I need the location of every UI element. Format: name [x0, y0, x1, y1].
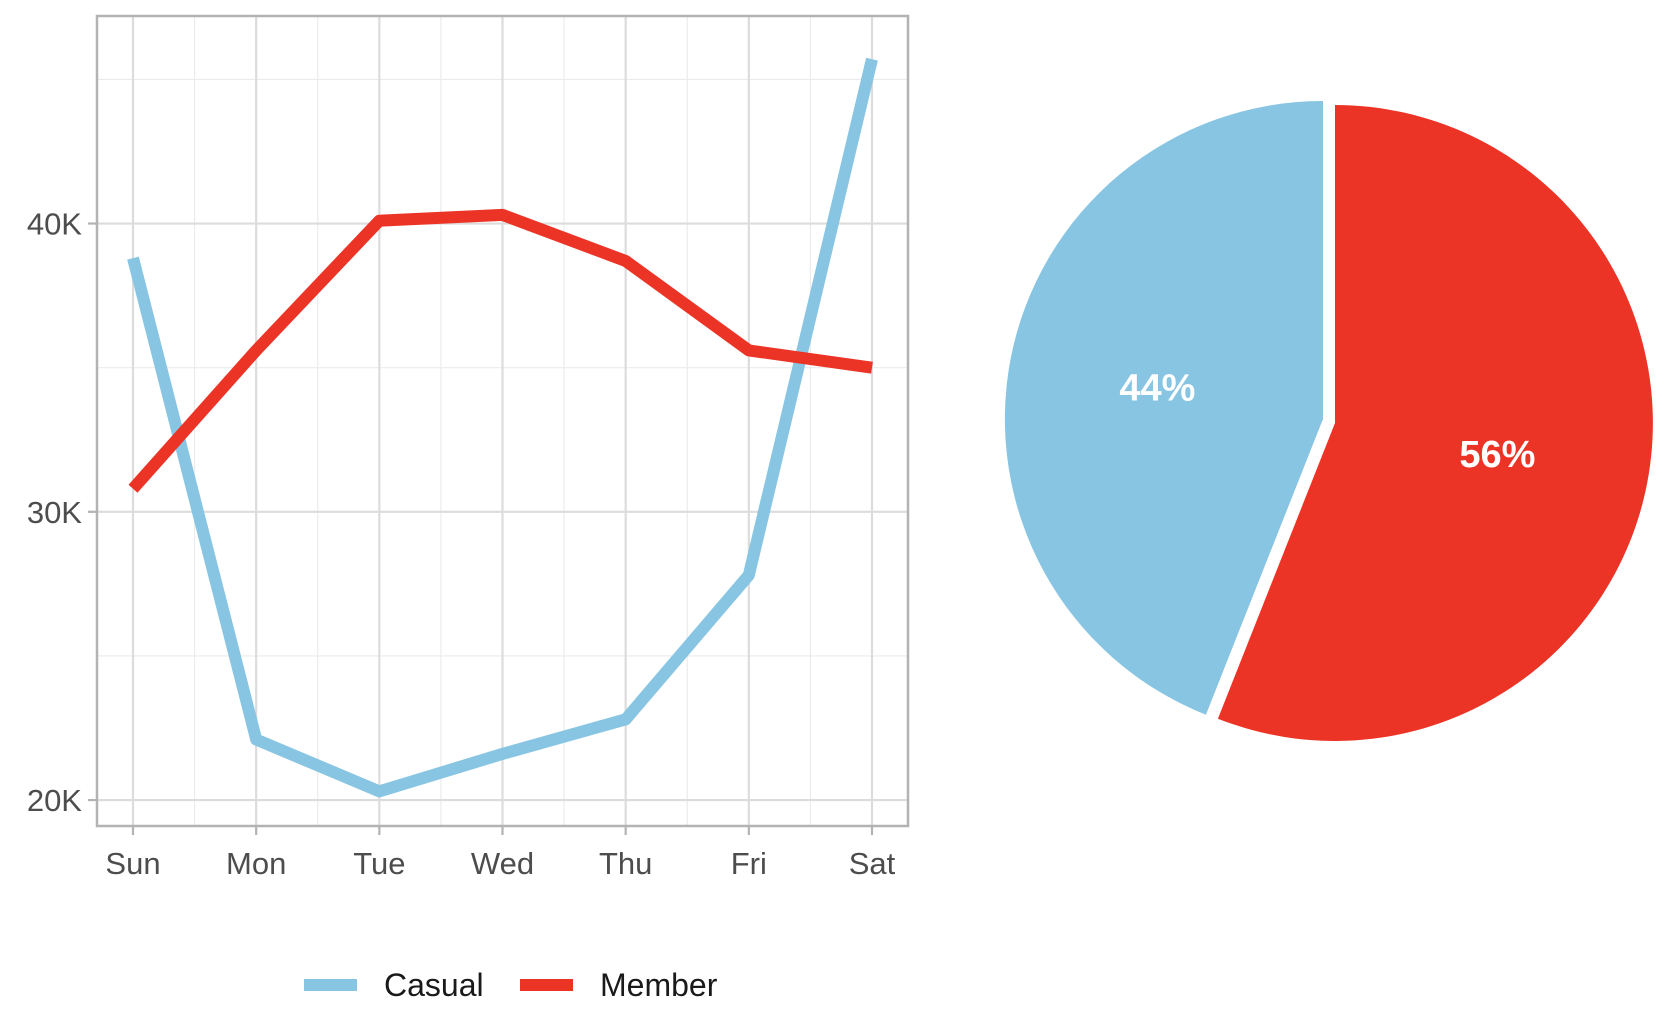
- x-tick-label-tue: Tue: [353, 846, 405, 881]
- pie-slice-member: [1217, 105, 1653, 742]
- x-tick-label-wed: Wed: [471, 846, 534, 881]
- pie-label-casual: 44%: [1119, 367, 1195, 409]
- y-tick-label: 20K: [27, 783, 82, 818]
- x-tick-label-mon: Mon: [226, 846, 286, 881]
- legend-key-casual: [304, 979, 357, 991]
- legend-label-member: Member: [600, 967, 718, 1003]
- legend-label-casual: Casual: [384, 967, 484, 1003]
- x-tick-label-sun: Sun: [105, 846, 160, 881]
- y-tick-label: 40K: [27, 207, 82, 242]
- legend-item-member: Member: [520, 967, 718, 1003]
- y-axis: 20K 30K 40K: [27, 207, 97, 818]
- legend: Casual Member: [304, 967, 718, 1003]
- line-chart: 20K 30K 40K Sun Mon Tue Wed Thu Fri Sat: [27, 14, 910, 881]
- legend-item-casual: Casual: [304, 967, 484, 1003]
- legend-key-member: [520, 979, 573, 991]
- pie-label-member: 56%: [1459, 434, 1535, 476]
- x-axis: Sun Mon Tue Wed Thu Fri Sat: [105, 826, 896, 881]
- pie-chart: 44% 56%: [1004, 100, 1653, 742]
- x-tick-label-thu: Thu: [599, 846, 652, 881]
- series-lines: [127, 57, 878, 798]
- minor-gridlines: [97, 16, 908, 826]
- x-tick-label-sat: Sat: [849, 846, 896, 881]
- pie-slice-casual: [1004, 100, 1323, 715]
- major-gridlines: [97, 16, 908, 826]
- series-line-member: [128, 208, 873, 493]
- series-line-casual: [127, 57, 878, 798]
- x-tick-label-fri: Fri: [731, 846, 767, 881]
- y-tick-label: 30K: [27, 495, 82, 530]
